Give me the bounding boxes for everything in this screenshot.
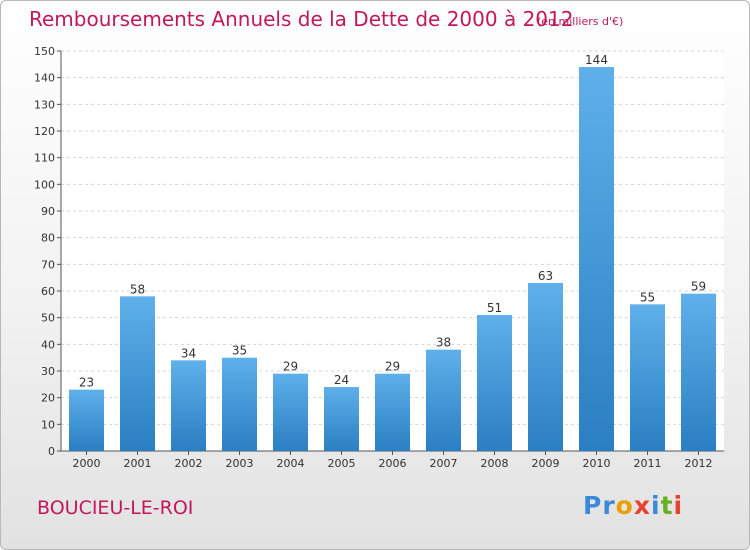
logo-letter: P	[583, 491, 603, 520]
data-label: 29	[385, 360, 400, 374]
logo-letter: o	[615, 491, 634, 520]
x-tick-label: 2002	[175, 457, 203, 470]
y-tick-label: 140	[34, 72, 55, 85]
chart-title: Remboursements Annuels de la Dette de 20…	[29, 7, 574, 31]
x-tick-label: 2008	[481, 457, 509, 470]
x-tick-label: 2011	[634, 457, 662, 470]
bar	[324, 387, 359, 451]
y-tick-label: 110	[34, 152, 55, 165]
x-tick-label: 2005	[328, 457, 356, 470]
bar	[579, 67, 614, 451]
x-tick-label: 2006	[379, 457, 407, 470]
bar	[171, 360, 206, 451]
y-tick-label: 30	[41, 365, 55, 378]
y-tick-label: 0	[48, 445, 55, 458]
bar	[681, 293, 716, 451]
y-tick-label: 90	[41, 205, 55, 218]
data-label: 29	[283, 360, 298, 374]
y-tick-label: 50	[41, 312, 55, 325]
bar	[630, 304, 665, 451]
data-label: 55	[640, 290, 655, 304]
y-tick-label: 150	[34, 45, 55, 58]
x-tick-label: 2001	[124, 457, 152, 470]
bar	[375, 373, 410, 451]
logo-letter: i	[673, 491, 684, 520]
bar	[69, 389, 104, 451]
bar	[426, 349, 461, 451]
x-tick-label: 2009	[532, 457, 560, 470]
data-label: 58	[130, 282, 145, 296]
x-tick-label: 2012	[685, 457, 713, 470]
data-label: 38	[436, 336, 451, 350]
chart-subtitle: (en milliers d'€)	[537, 15, 624, 28]
y-tick-label: 120	[34, 125, 55, 138]
commune-name: BOUCIEU-LE-ROI	[37, 497, 194, 519]
logo-letter: x	[633, 491, 651, 520]
data-label: 24	[334, 373, 349, 387]
bar	[528, 283, 563, 451]
x-tick-label: 2007	[430, 457, 458, 470]
x-tick-label: 2000	[73, 457, 101, 470]
data-label: 51	[487, 301, 502, 315]
y-tick-label: 10	[41, 418, 55, 431]
x-tick-label: 2003	[226, 457, 254, 470]
data-label: 34	[181, 346, 196, 360]
y-tick-label: 80	[41, 232, 55, 245]
logo-letter: i	[651, 491, 661, 520]
x-tick-label: 2010	[583, 457, 611, 470]
data-label: 59	[691, 280, 706, 294]
bar	[477, 315, 512, 451]
data-label: 23	[79, 376, 94, 390]
y-tick-label: 40	[41, 338, 55, 351]
y-tick-label: 60	[41, 285, 55, 298]
bar	[120, 296, 155, 451]
y-tick-label: 100	[34, 178, 55, 191]
data-label: 63	[538, 269, 553, 283]
proxiti-logo: Proxiti	[583, 491, 683, 520]
data-label: 144	[585, 53, 608, 67]
logo-letter: t	[660, 491, 674, 520]
data-label: 35	[232, 344, 247, 358]
bar	[222, 357, 257, 451]
y-tick-label: 70	[41, 258, 55, 271]
x-tick-label: 2004	[277, 457, 305, 470]
logo-letter: r	[602, 491, 616, 520]
bar	[273, 373, 308, 451]
y-tick-label: 20	[41, 392, 55, 405]
y-tick-label: 130	[34, 98, 55, 111]
